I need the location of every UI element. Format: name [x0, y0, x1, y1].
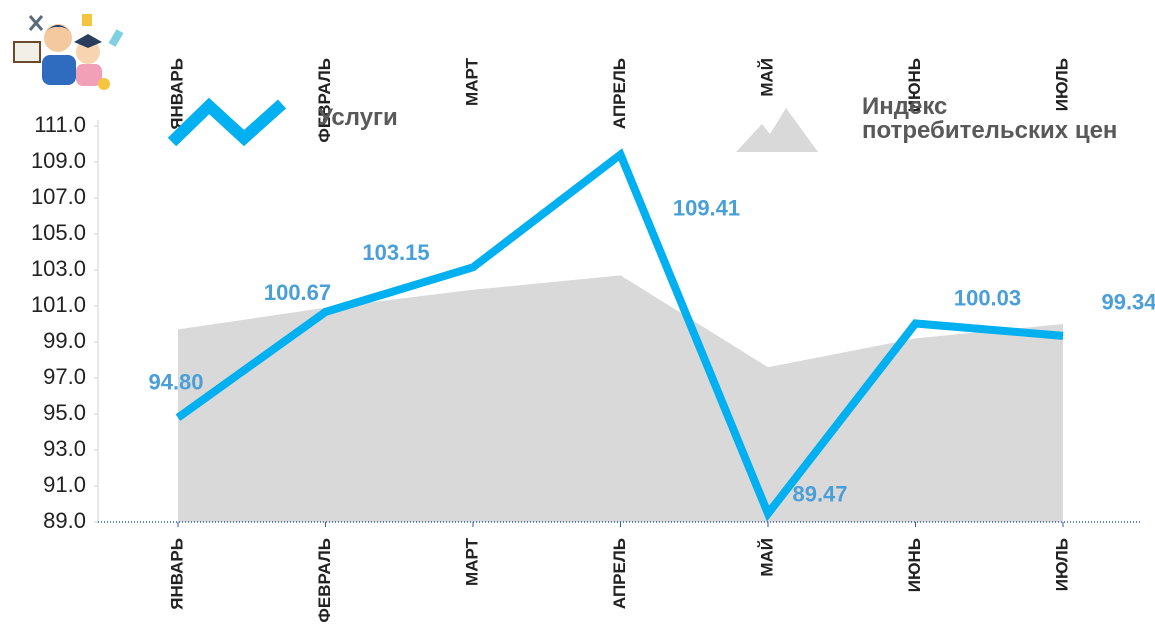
data-label: 100.67	[264, 280, 331, 305]
data-label: 100.03	[954, 285, 1021, 310]
x-tick-label: МАРТ	[462, 537, 481, 586]
x-tick-label: АПРЕЛЬ	[610, 538, 629, 609]
legend-label: Услуги	[318, 106, 398, 130]
y-tick-label: 89.0	[43, 508, 86, 533]
legend-label: Индекс потребительских цен	[862, 95, 1132, 143]
y-tick-label: 93.0	[43, 436, 86, 461]
y-tick-label: 109.0	[31, 148, 86, 173]
y-tick-label: 107.0	[31, 184, 86, 209]
x-tick-label: ИЮНЬ	[905, 538, 924, 592]
y-tick-label: 91.0	[43, 472, 86, 497]
y-tick-label: 101.0	[31, 292, 86, 317]
page: {"chart_data":{"type":"line-area", "cate…	[0, 0, 1155, 640]
data-label: 99.34	[1101, 290, 1155, 315]
x-tick-label: ИЮЛЬ	[1052, 538, 1071, 591]
data-label: 109.41	[673, 195, 740, 220]
x-tick-label: ФЕВРАЛЬ	[315, 538, 334, 623]
area	[178, 275, 1063, 522]
y-tick-label: 99.0	[43, 328, 86, 353]
data-label: 103.15	[362, 240, 429, 265]
y-tick-label: 105.0	[31, 220, 86, 245]
icon	[14, 14, 123, 90]
x-tick-label: МАЙ	[757, 538, 776, 577]
legend-area	[736, 108, 818, 152]
x-tick-label-top: МАРТ	[462, 57, 481, 106]
legend-line	[172, 104, 282, 142]
y-tick-label: 111.0	[34, 112, 86, 137]
y-tick-label: 103.0	[31, 256, 86, 281]
x-tick-label: ЯНВАРЬ	[167, 538, 186, 610]
x-tick-label-top: ЯНВАРЬ	[167, 58, 186, 130]
x-tick-label-top: МАЙ	[757, 58, 776, 97]
data-label: 89.47	[792, 481, 847, 506]
y-tick-label: 97.0	[43, 364, 86, 389]
x-tick-label-top: АПРЕЛЬ	[610, 58, 629, 129]
y-tick-label: 95.0	[43, 400, 86, 425]
data-label: 94.80	[148, 369, 203, 394]
